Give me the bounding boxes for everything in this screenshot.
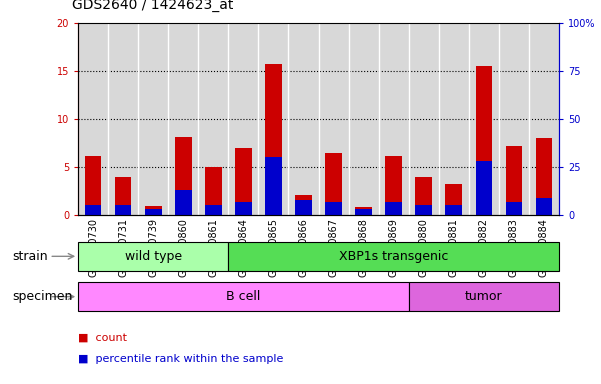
Bar <box>409 282 559 311</box>
Text: strain: strain <box>12 250 47 263</box>
Bar <box>288 23 319 215</box>
Text: ■  percentile rank within the sample: ■ percentile rank within the sample <box>78 354 284 364</box>
Bar <box>469 23 499 215</box>
Bar <box>228 242 559 271</box>
Bar <box>265 157 282 215</box>
Bar <box>325 202 342 215</box>
Text: GDS2640 / 1424623_at: GDS2640 / 1424623_at <box>72 0 234 12</box>
Bar <box>205 205 222 215</box>
Bar <box>138 23 168 215</box>
Bar <box>145 207 162 215</box>
Bar <box>265 64 282 215</box>
Bar <box>205 167 222 215</box>
Bar <box>175 190 192 215</box>
Bar <box>228 23 258 215</box>
Bar <box>505 146 522 215</box>
Bar <box>168 23 198 215</box>
Bar <box>85 157 102 215</box>
Bar <box>295 195 312 215</box>
Bar <box>535 198 552 215</box>
Bar <box>529 23 559 215</box>
Bar <box>535 138 552 215</box>
Bar <box>235 202 252 215</box>
Bar <box>78 242 228 271</box>
Bar <box>325 152 342 215</box>
Bar <box>385 157 402 215</box>
Bar <box>355 207 372 215</box>
Text: wild type: wild type <box>124 250 182 263</box>
Text: specimen: specimen <box>12 290 72 303</box>
Bar <box>445 184 462 215</box>
Bar <box>385 202 402 215</box>
Bar <box>445 205 462 215</box>
Bar <box>379 23 409 215</box>
Bar <box>145 209 162 215</box>
Bar <box>505 202 522 215</box>
Bar <box>439 23 469 215</box>
Bar <box>175 137 192 215</box>
Bar <box>355 209 372 215</box>
Bar <box>409 23 439 215</box>
Text: tumor: tumor <box>465 290 502 303</box>
Bar <box>115 177 132 215</box>
Bar <box>295 200 312 215</box>
Bar <box>78 23 108 215</box>
Bar <box>415 205 432 215</box>
Bar <box>198 23 228 215</box>
Bar <box>475 161 492 215</box>
Bar <box>499 23 529 215</box>
Bar <box>258 23 288 215</box>
Bar <box>78 282 409 311</box>
Text: XBP1s transgenic: XBP1s transgenic <box>339 250 448 263</box>
Bar <box>115 205 132 215</box>
Bar <box>319 23 349 215</box>
Bar <box>235 148 252 215</box>
Text: ■  count: ■ count <box>78 333 127 343</box>
Bar <box>85 205 102 215</box>
Bar <box>108 23 138 215</box>
Bar <box>349 23 379 215</box>
Text: B cell: B cell <box>226 290 261 303</box>
Bar <box>475 66 492 215</box>
Bar <box>415 177 432 215</box>
